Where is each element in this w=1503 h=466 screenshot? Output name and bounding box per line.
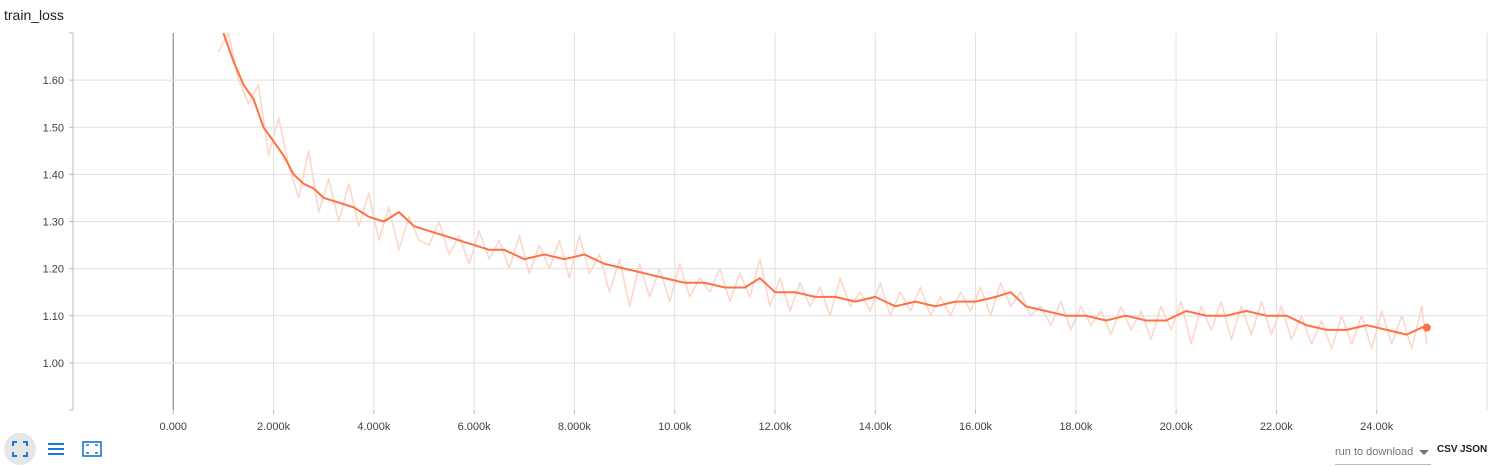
x-tick-label: 16.00k — [959, 421, 993, 430]
x-tick-label: 18.00k — [1059, 421, 1093, 430]
x-tick-label: 22.00k — [1260, 421, 1294, 430]
smoothed-series-line — [222, 32, 1428, 336]
json-link[interactable]: JSON — [1460, 444, 1488, 455]
x-tick-label: 20.00k — [1160, 421, 1194, 430]
raw-series-layer — [217, 32, 1428, 350]
y-tick-label: 1.60 — [43, 75, 64, 87]
fullscreen-icon — [12, 441, 28, 457]
fullscreen-button[interactable] — [4, 433, 36, 465]
csv-link[interactable]: CSV — [1437, 444, 1458, 455]
y-tick-label: 1.40 — [43, 169, 64, 181]
x-tick-label: 10.00k — [658, 421, 692, 430]
x-tick-label: 12.00k — [758, 421, 792, 430]
x-tick-label: 6.000k — [458, 421, 492, 430]
y-tick-label: 1.50 — [43, 122, 64, 134]
x-tick-label: 14.00k — [859, 421, 893, 430]
smoothed-series-layer — [222, 32, 1431, 336]
download-run-select[interactable]: run to download — [1335, 440, 1431, 465]
y-tick-label: 1.00 — [43, 358, 64, 370]
list-icon — [48, 443, 64, 455]
axis-layer — [69, 32, 1378, 414]
y-tick-labels: 1.00 1.10 1.20 1.30 1.40 1.50 1.60 — [43, 75, 64, 370]
chevron-down-icon — [1419, 450, 1429, 455]
log-scale-button[interactable] — [40, 433, 72, 465]
y-tick-label: 1.10 — [43, 311, 64, 323]
raw-series-line — [217, 32, 1428, 350]
x-tick-label: 8.000k — [558, 421, 592, 430]
x-tick-label: 0.000 — [160, 421, 188, 430]
y-tick-label: 1.30 — [43, 217, 64, 229]
y-tick-label: 1.20 — [43, 264, 64, 276]
fit-domain-button[interactable] — [76, 433, 108, 465]
chart-title: train_loss — [4, 7, 64, 23]
x-tick-labels: 0.000 2.000k 4.000k 6.000k 8.000k 10.00k 12.00… — [160, 421, 1394, 430]
x-tick-label: 2.000k — [257, 421, 291, 430]
last-point-marker — [1422, 323, 1431, 332]
x-tick-label: 4.000k — [357, 421, 391, 430]
train-loss-chart[interactable]: 1.00 1.10 1.20 1.30 1.40 1.50 1.60 0.000 2.000k… — [0, 0, 1503, 430]
grid-layer — [73, 33, 1488, 410]
chart-toolbar — [4, 433, 108, 465]
fit-domain-icon — [82, 441, 102, 457]
download-select-label: run to download — [1335, 446, 1414, 458]
x-tick-label: 24.00k — [1360, 421, 1394, 430]
